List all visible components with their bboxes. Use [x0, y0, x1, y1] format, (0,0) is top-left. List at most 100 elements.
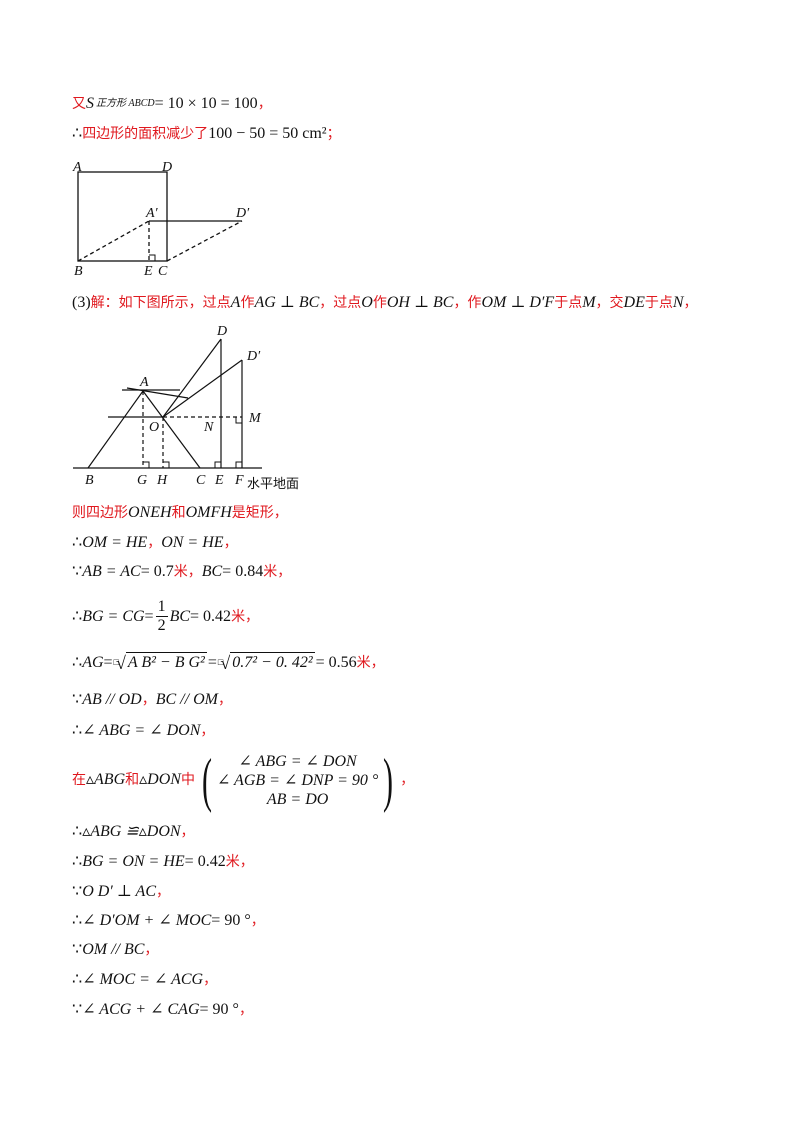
label-D-prime: D′ — [235, 206, 250, 221]
label-M: M — [248, 411, 262, 426]
math-text: OM = HE — [82, 534, 148, 551]
label-B: B — [74, 264, 83, 279]
annotation-text: 于点 — [644, 295, 673, 311]
annotation-text: 中 — [180, 772, 195, 788]
radicand: 0.7² − 0. 42² — [230, 652, 315, 671]
label-E: E — [214, 473, 224, 488]
math-text: ABG ≌ — [90, 823, 139, 840]
annotation-text: ； — [326, 126, 341, 142]
segment-ac — [142, 390, 201, 469]
math-text: ∵ — [72, 941, 83, 958]
math-text: OM ⊥ D′F — [481, 294, 555, 311]
math-text: BC — [169, 607, 191, 625]
right-angle-m — [235, 417, 242, 424]
annotation-text: ，交 — [595, 295, 624, 311]
math-text: DE — [623, 294, 645, 311]
system-row: ∠ AGB = ∠ DNP = 90 ° — [216, 771, 379, 789]
math-text: ▵ — [82, 823, 91, 840]
math-text: ABG — [94, 771, 126, 788]
math-text: = — [144, 607, 154, 625]
text-line: ∴ 四边形的面积减少了 100 − 50 = 50 cm²； — [72, 124, 341, 144]
label-H: H — [156, 473, 168, 488]
math-text: ▵ — [139, 771, 148, 788]
label-F: F — [234, 473, 244, 488]
math-text: 100 − 50 = 50 cm² — [208, 125, 327, 142]
annotation-text: 又 — [72, 96, 86, 112]
dashed-b-a-prime — [77, 220, 150, 262]
annotation-text: 在 — [72, 772, 86, 788]
math-text: DON — [147, 771, 181, 788]
math-text: BG = ON = HE — [82, 853, 185, 870]
math-text: = 0.42 — [184, 853, 226, 870]
seat-line-2 — [126, 387, 189, 399]
math-text: = 90 ° — [199, 1001, 239, 1018]
math-text: OH ⊥ BC — [386, 294, 454, 311]
math-text: M — [582, 294, 596, 311]
text-line: ∴ BG = ON = HE = 0.42 米， — [72, 852, 254, 872]
math-text: BC // OM — [155, 691, 218, 708]
square-abcd — [77, 171, 168, 262]
math-text: ∵ — [72, 563, 83, 580]
annotation-text: ， — [257, 96, 272, 112]
annotation-text: 作 — [240, 295, 255, 311]
square-root: □ √ 0.7² − 0. 42² — [218, 652, 315, 673]
math-text: ∴ — [72, 823, 83, 840]
annotation-text: ， — [223, 535, 238, 551]
text-line: ∵ ∠ ACG + ∠ CAG = 90 °， — [72, 1000, 253, 1020]
annotation-text: 解：如下图所示，过点 — [90, 295, 231, 311]
annotation-text: 和 — [125, 772, 140, 788]
math-text: ∴ — [72, 653, 83, 671]
annotation-text: ， — [683, 295, 698, 311]
label-G: G — [137, 473, 147, 488]
math-text: = — [103, 653, 113, 671]
label-A: A — [139, 375, 149, 390]
annotation-text: ， — [147, 535, 162, 551]
text-line: ∵ AB = AC = 0.7 米， BC = 0.84 米， — [72, 562, 291, 582]
annotation-text: 四边形的面积减少了 — [82, 126, 209, 142]
annotation-text: 是矩形， — [231, 505, 288, 521]
annotation-text: ， — [250, 913, 265, 929]
denominator: 2 — [157, 617, 166, 634]
text-line: ∴ BG = CG = 1 2 BC = 0.42 米， — [72, 598, 259, 635]
math-text: = 0.84 — [222, 563, 264, 580]
math-text: AB = AC — [82, 563, 141, 580]
label-E: E — [143, 264, 153, 279]
right-angle-f — [235, 461, 242, 468]
label-A-prime: A′ — [145, 206, 159, 221]
math-text: ▵ — [138, 823, 147, 840]
math-text: ∵ — [72, 1001, 83, 1018]
text-line: 则四边形 ONEH 和 OMFH 是矩形， — [72, 503, 288, 523]
text-line: ∴ ∠ D′OM + ∠ MOC = 90 °， — [72, 911, 265, 931]
math-text: BG = CG — [82, 607, 145, 625]
annotation-text: ， — [400, 772, 415, 788]
math-text: AG ⊥ BC — [254, 294, 320, 311]
math-text: O — [361, 294, 373, 311]
equation-system: (∠ ABG = ∠ DON ∠ AGB = ∠ DNP = 90 ° AB = D… — [197, 750, 398, 810]
annotation-text: ，作 — [453, 295, 482, 311]
math-text: OMFH — [185, 504, 232, 521]
annotation-text: 米， — [173, 564, 202, 580]
math-text: ∵ — [72, 691, 83, 708]
math-text: S — [86, 95, 94, 112]
label-O: O — [149, 420, 159, 435]
dashed-c-d-prime — [166, 220, 243, 262]
annotation-text: 米， — [231, 608, 260, 625]
label-C: C — [158, 264, 168, 279]
math-text: O D′ ⊥ AC — [82, 883, 156, 900]
text-line: ∴ ∠ MOC = ∠ ACG， — [72, 970, 217, 990]
math-text: ∴ — [72, 125, 83, 142]
label-C: C — [196, 473, 206, 488]
system-row: AB = DO — [266, 790, 329, 808]
math-text: = 0.7 — [140, 563, 174, 580]
right-paren-icon: ) — [383, 747, 394, 813]
system-row: ∠ ABG = ∠ DON — [238, 752, 357, 770]
math-text: ∴ — [72, 912, 83, 929]
math-text: ∴ — [72, 607, 83, 625]
right-angle-e — [214, 461, 221, 468]
segment-od — [162, 338, 222, 418]
math-text: AG — [82, 653, 104, 671]
text-line: ∴ ∠ ABG = ∠ DON， — [72, 721, 214, 741]
math-text: = 90 ° — [211, 912, 251, 929]
right-angle-g — [143, 461, 150, 468]
